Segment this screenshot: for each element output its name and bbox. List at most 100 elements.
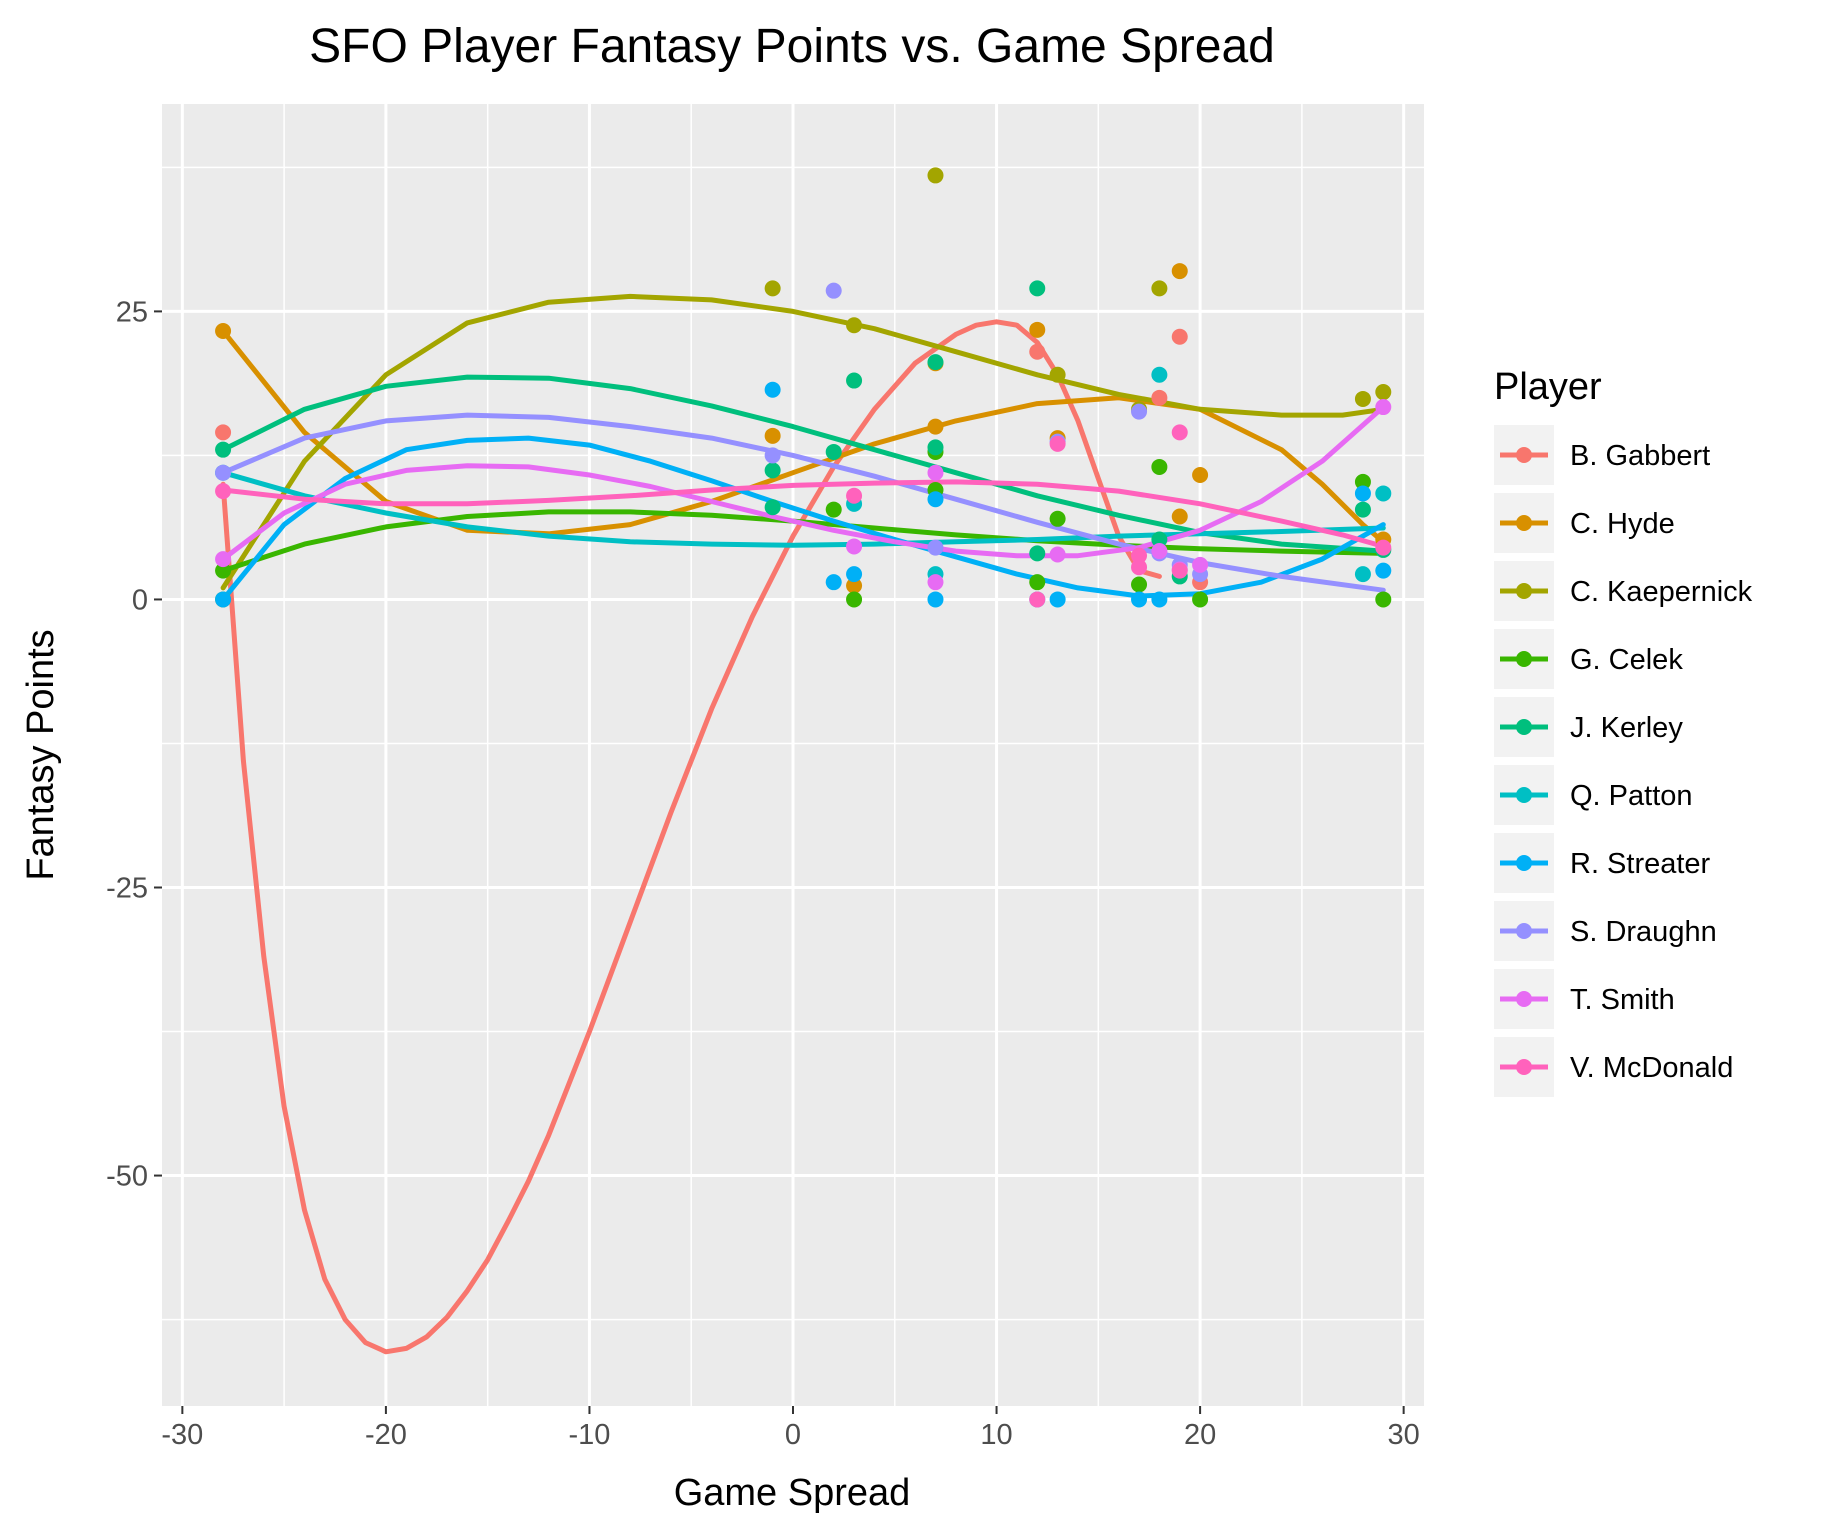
trend-line [220, 293, 1386, 591]
data-point [215, 591, 232, 608]
data-point [215, 483, 232, 500]
data-point [825, 282, 842, 299]
data-point [1131, 559, 1148, 576]
data-point [1151, 366, 1168, 383]
data-point [1192, 591, 1209, 608]
x-axis-title: Game Spread [674, 1472, 911, 1514]
legend-label: V. McDonald [1570, 1052, 1733, 1084]
trend-line [220, 412, 1386, 593]
y-tick-label: 25 [116, 296, 148, 328]
y-tick-label: -50 [106, 1161, 148, 1193]
data-point [1171, 263, 1188, 280]
data-point [846, 317, 863, 334]
data-point [927, 491, 944, 508]
data-point [1192, 467, 1209, 484]
data-point [764, 427, 781, 444]
data-point [1029, 545, 1046, 562]
legend-key-point [1516, 991, 1532, 1007]
data-point [1192, 556, 1209, 573]
data-point [1029, 321, 1046, 338]
x-tick-label: 30 [1388, 1419, 1420, 1451]
legend-key-point [1516, 583, 1532, 599]
legend-label: S. Draughn [1570, 916, 1717, 948]
data-point [215, 441, 232, 458]
data-point [1049, 435, 1066, 452]
data-point [927, 167, 944, 184]
data-point [1151, 543, 1168, 560]
data-point [1375, 399, 1392, 416]
legend-key-point [1516, 787, 1532, 803]
data-point [1375, 591, 1392, 608]
legend-key-point [1516, 651, 1532, 667]
data-point [215, 562, 232, 579]
legend-label: J. Kerley [1570, 712, 1683, 744]
data-point [1151, 280, 1168, 297]
data-point [215, 464, 232, 481]
chart-title: SFO Player Fantasy Points vs. Game Sprea… [309, 20, 1275, 73]
trend-line [220, 404, 1386, 562]
data-point [927, 574, 944, 591]
x-tick-label: 20 [1184, 1419, 1216, 1451]
data-point [1049, 510, 1066, 527]
legend-key-point [1516, 855, 1532, 871]
data-point [846, 487, 863, 504]
legend-key-point [1516, 719, 1532, 735]
data-point [927, 591, 944, 608]
data-point [1151, 591, 1168, 608]
data-point [1049, 546, 1066, 563]
data-point [1131, 591, 1148, 608]
data-point [1049, 366, 1066, 383]
data-point [1354, 390, 1371, 407]
legend-label: T. Smith [1570, 984, 1675, 1016]
legend: Player B. Gabbert C. Hyde C. Kaepernick G. … [1494, 366, 1753, 1097]
x-tick-label: -30 [161, 1419, 203, 1451]
trend-line [220, 319, 1162, 1355]
legend-label: G. Celek [1570, 644, 1683, 676]
trend-lines [220, 293, 1386, 1355]
x-axis: -30 -20 -10 0 10 20 30 [161, 1406, 1420, 1451]
x-tick-label: -10 [568, 1419, 610, 1451]
data-point [927, 354, 944, 371]
data-point [846, 577, 863, 594]
y-axis-title: Fantasy Points [20, 629, 62, 880]
data-point [764, 280, 781, 297]
data-point [1171, 424, 1188, 441]
data-point [764, 462, 781, 479]
legend-label: C. Kaepernick [1570, 576, 1753, 608]
legend-label: B. Gabbert [1570, 440, 1710, 472]
x-tick-label: -20 [365, 1419, 407, 1451]
data-point [1171, 562, 1188, 579]
data-point [1354, 501, 1371, 518]
data-point [1354, 473, 1371, 490]
data-point [1131, 547, 1148, 564]
data-point [1029, 280, 1046, 297]
data-point [215, 424, 232, 441]
data-point [1029, 591, 1046, 608]
data-point [1131, 403, 1148, 420]
legend-title: Player [1494, 366, 1602, 408]
data-point [1049, 591, 1066, 608]
data-point [825, 501, 842, 518]
data-point [1354, 485, 1371, 502]
data-point [927, 539, 944, 556]
data-point [846, 372, 863, 389]
x-tick-label: 0 [785, 1419, 801, 1451]
legend-key-point [1516, 515, 1532, 531]
data-point [1171, 508, 1188, 525]
legend-key-point [1516, 1059, 1532, 1075]
data-point [1375, 562, 1392, 579]
data-point [825, 574, 842, 591]
data-point [1131, 576, 1148, 593]
legend-key-point [1516, 447, 1532, 463]
data-point [846, 566, 863, 583]
trend-line [220, 374, 1386, 554]
data-point [764, 499, 781, 516]
data-point [1151, 389, 1168, 406]
data-point [825, 443, 842, 460]
data-point [764, 381, 781, 398]
legend-label: R. Streater [1570, 848, 1711, 880]
legend-label: Q. Patton [1570, 780, 1693, 812]
trend-line [220, 479, 1386, 549]
trend-line [220, 470, 1386, 548]
data-point [927, 464, 944, 481]
